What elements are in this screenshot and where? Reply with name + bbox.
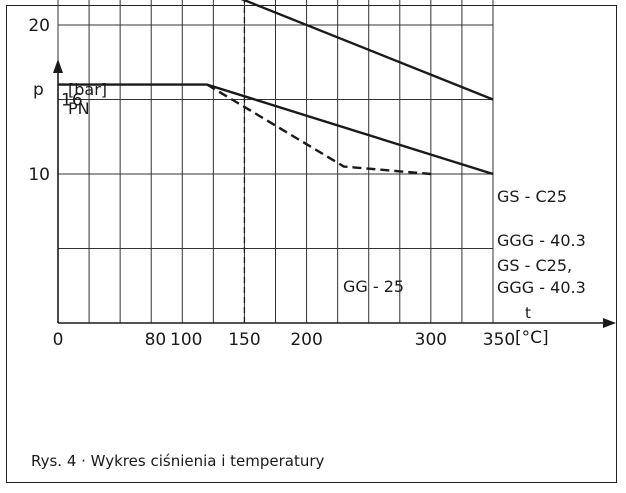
chart-series (58, 0, 494, 176)
x-tick-label: 150 (228, 330, 260, 350)
x-tick-label: 80 (145, 330, 167, 350)
pn-level-label: 16 (61, 91, 83, 111)
y-tick-label: 10 (28, 165, 50, 185)
x-tick-label: 200 (290, 330, 322, 350)
y-tick-label: 20 (28, 16, 50, 36)
series-label: GS - C25 (497, 187, 567, 206)
chart-grid (57, 0, 494, 323)
x-tick-label: 0 (53, 330, 64, 350)
series-label: GGG - 40.3 (497, 278, 586, 297)
y-axis-arrow-icon (53, 59, 63, 73)
y-axis-unit: [bar] (68, 80, 107, 99)
figure-caption: Rys. 4 · Wykres ciśnienia i temperatury (31, 452, 325, 470)
series-line-4 (206, 83, 431, 176)
x-tick-label: 300 (415, 330, 447, 350)
x-axis-unit: [°C] (515, 328, 549, 348)
series-label: GS - C25, (497, 256, 572, 275)
y-axis-label: p (33, 80, 44, 100)
series-label: GGG - 40.3 (497, 231, 586, 250)
series-line-2 (240, 0, 494, 101)
chart-axes (53, 0, 616, 328)
x-axis-arrow-icon (603, 318, 616, 328)
x-axis-label: t (525, 304, 531, 322)
pn-label: PN (68, 99, 90, 118)
chart-labels: 08010015020030035010203040402516GS - C25… (28, 16, 586, 350)
x-tick-label: 350 (483, 330, 515, 350)
x-tick-label: 100 (170, 330, 202, 350)
series-label: GG - 25 (343, 277, 404, 296)
